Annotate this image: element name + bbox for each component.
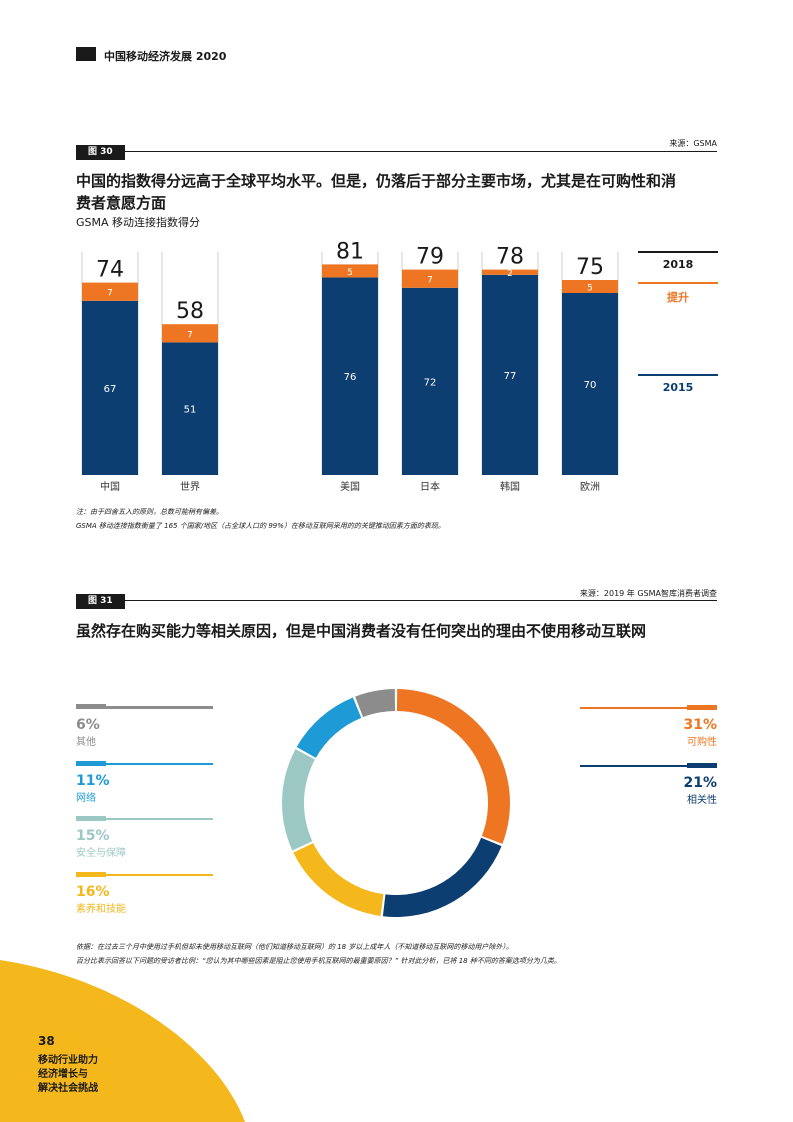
legend-line <box>580 763 717 768</box>
bar-uplift-label: 7 <box>427 276 433 286</box>
footer-line-2: 经济增长与 <box>38 1069 88 1080</box>
bar-uplift-欧洲 <box>562 280 618 293</box>
fig31-note-2: 百分比表示回答以下问题的受访者比例：“您认为其中哪些因素是阻止您使用手机互联网的… <box>76 957 561 965</box>
bar-total-label: 79 <box>416 245 444 270</box>
donut-chart-svg <box>282 689 510 917</box>
donut-slice-其他 <box>355 689 396 718</box>
fig30-headline-line2: 费者意愿方面 <box>76 194 167 212</box>
footer-section-title: 移动行业助力 经济增长与 解决社会挑战 <box>38 1054 98 1096</box>
legend-label: 相关性 <box>687 795 717 806</box>
donut-legend-affordability: 31% 可购性 <box>580 705 717 748</box>
fig31-rule <box>76 600 717 601</box>
legend-label: 其他 <box>76 737 96 748</box>
donut-legend-safety: 15% 安全与保障 <box>76 816 213 859</box>
x-tick-label: 欧洲 <box>580 481 600 493</box>
x-tick-label: 韩国 <box>500 480 520 493</box>
bar-2015-label: 67 <box>104 384 117 395</box>
donut-legend-skills: 16% 素养和技能 <box>76 872 213 915</box>
bar-total-label: 58 <box>176 299 204 324</box>
bar-chart-svg: 67 7 74 中国 51 7 58 世界 76 5 81 美国 72 7 79 日本 77 278 韩国 70 5 75… <box>81 239 619 493</box>
bar-2015-欧洲 <box>562 293 618 475</box>
bar-total-label: 81 <box>336 239 364 264</box>
gsma-logo-icon <box>76 47 96 61</box>
page-number: 38 <box>38 1034 55 1048</box>
bar-uplift-世界 <box>162 324 218 343</box>
bar-2015-label: 70 <box>584 380 597 391</box>
bar-uplift-label: 7 <box>187 330 193 340</box>
donut-slice-可购性 <box>396 689 510 844</box>
fig30-note-1: 注：由于四舍五入的原则，总数可能稍有偏差。 <box>76 508 223 516</box>
fig31-source: 来源：2019 年 GSMA智库消费者调查 <box>579 589 717 598</box>
legend-uplift-label: 提升 <box>667 291 689 304</box>
bar-uplift-label: 7 <box>107 289 113 299</box>
donut-legend-network: 11% 网络 <box>76 761 213 804</box>
legend-2015-line <box>638 374 718 376</box>
legend-2018-line <box>638 251 718 253</box>
fig30-bar-chart: 67 7 74 中国 51 7 58 世界 76 5 81 美国 72 7 79 日本 77 2 78 韩国 70 5 75… <box>0 230 793 504</box>
donut-slice-素养和技能 <box>293 843 384 916</box>
fig31-donut-chart <box>276 683 516 927</box>
legend-pct: 11% <box>76 773 110 789</box>
legend-label: 安全与保障 <box>76 848 126 859</box>
fig30-source: 来源：GSMA <box>669 139 717 148</box>
bar-2015-label: 77 <box>504 371 517 382</box>
fig31-tag: 图 31 <box>76 594 125 609</box>
bar-uplift-日本 <box>402 269 458 288</box>
bar-2015-世界 <box>162 342 218 475</box>
legend-pct: 15% <box>76 828 110 844</box>
legend-label: 可购性 <box>687 737 717 748</box>
fig31-headline: 虽然存在购买能力等相关原因，但是中国消费者没有任何突出的理由不使用移动互联网 <box>76 622 647 640</box>
legend-2015-label: 2015 <box>662 381 694 394</box>
legend-pct: 16% <box>76 884 110 900</box>
footer-line-1: 移动行业助力 <box>38 1055 98 1066</box>
legend-pct: 6% <box>76 717 100 733</box>
bar-total-label: 75 <box>576 255 604 280</box>
fig31-note-1: 依据：在过去三个月中使用过手机但却未使用移动互联网（他们知道移动互联网）的 18… <box>76 943 513 951</box>
bar-2015-label: 51 <box>184 405 197 416</box>
fig30-note-2: GSMA 移动连接指数衡量了 165 个国家/地区（占全球人口的 99%）在移动… <box>76 522 445 530</box>
legend-line <box>76 761 213 766</box>
fig30-headline: 中国的指数得分远高于全球平均水平。但是，仍落后于部分主要市场，尤其是在可购性和消… <box>76 170 721 214</box>
bar-2015-中国 <box>82 300 138 475</box>
bar-2015-label: 76 <box>344 372 357 383</box>
footer-arc-decoration <box>0 960 245 1122</box>
fig30-tag: 图 30 <box>76 145 125 160</box>
bar-uplift-label: 5 <box>347 268 353 278</box>
legend-label: 素养和技能 <box>76 904 126 915</box>
bar-2015-韩国 <box>482 274 538 475</box>
donut-slice-安全与保障 <box>282 749 315 851</box>
donut-legend-relevance: 21% 相关性 <box>580 763 717 806</box>
legend-line <box>76 872 213 877</box>
bar-uplift-美国 <box>322 264 378 278</box>
footer-line-3: 解决社会挑战 <box>38 1083 98 1094</box>
bar-2015-日本 <box>402 287 458 475</box>
legend-line <box>580 705 717 710</box>
legend-line <box>76 816 213 821</box>
bar-uplift-中国 <box>82 282 138 301</box>
donut-legend-other: 6% 其他 <box>76 704 213 748</box>
bar-uplift-label: 5 <box>587 284 593 294</box>
legend-2018-label: 2018 <box>662 258 694 271</box>
donut-slice-相关性 <box>382 837 502 917</box>
donut-slice-网络 <box>296 697 362 758</box>
legend-label: 网络 <box>76 793 96 804</box>
x-tick-label: 日本 <box>420 480 440 493</box>
document-title: 中国移动经济发展 2020 <box>104 50 227 63</box>
bar-total-label: 74 <box>96 258 124 283</box>
bar-total-label: 78 <box>496 245 524 270</box>
legend-pct: 21% <box>683 775 717 791</box>
x-tick-label: 世界 <box>180 481 200 493</box>
bar-2015-label: 72 <box>424 377 437 388</box>
x-tick-label: 美国 <box>340 480 360 493</box>
bar-2015-美国 <box>322 277 378 475</box>
bar-uplift-label: 2 <box>507 269 513 279</box>
legend-pct: 31% <box>683 717 717 733</box>
x-tick-label: 中国 <box>100 480 120 493</box>
legend-uplift-line <box>638 282 718 284</box>
fig30-subtitle: GSMA 移动连接指数得分 <box>76 216 201 229</box>
fig30-rule <box>76 151 717 152</box>
bar-uplift-韩国 <box>482 269 538 275</box>
fig30-headline-line1: 中国的指数得分远高于全球平均水平。但是，仍落后于部分主要市场，尤其是在可购性和消 <box>76 172 677 190</box>
legend-line <box>76 704 213 709</box>
